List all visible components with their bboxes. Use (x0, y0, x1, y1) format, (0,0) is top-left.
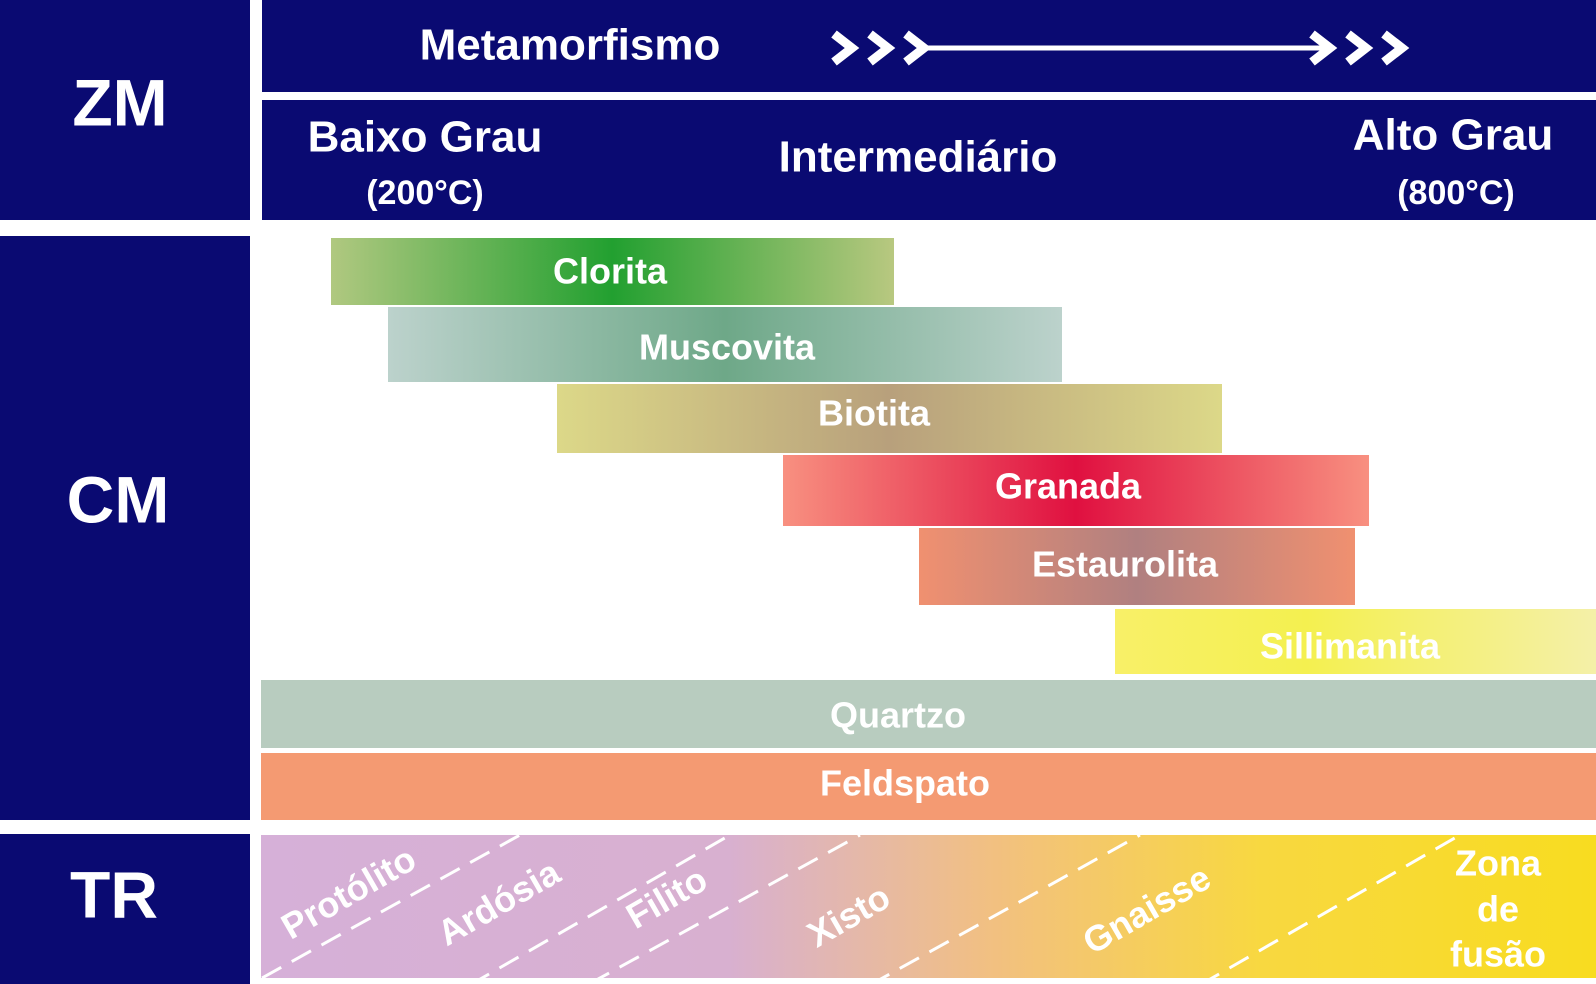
zm-label: ZM (72, 65, 167, 139)
tr-label: TR (70, 857, 158, 931)
divider (879, 835, 1141, 978)
mineral-bar (557, 384, 1222, 453)
mineral-label: Biotita (818, 393, 931, 434)
zm-panel (0, 0, 250, 220)
divider (261, 835, 521, 978)
divider (479, 835, 731, 978)
mineral-label: Granada (995, 466, 1142, 507)
mid-grade: Intermediário (779, 133, 1058, 182)
low-temp: (200°C) (366, 174, 484, 212)
rock-band (261, 835, 1596, 978)
mineral-label: Quartzo (830, 695, 966, 736)
mineral-label: Estaurolita (1032, 544, 1219, 585)
melt-label: fusão (1450, 934, 1546, 975)
mineral-bar (261, 680, 1596, 748)
mineral-label: Feldspato (820, 763, 990, 804)
mineral-label: Muscovita (639, 327, 816, 368)
cm-panel (0, 236, 250, 820)
cm-label: CM (67, 462, 170, 536)
low-grade: Baixo Grau (308, 113, 543, 162)
header-title: Metamorfismo (420, 21, 721, 70)
grade-bar (262, 100, 1596, 220)
melt-label: de (1477, 889, 1519, 930)
rock-dividers (261, 835, 1461, 978)
mineral-bar (331, 238, 894, 305)
arrow (831, 30, 1410, 66)
divider (596, 835, 861, 978)
mineral-label: Clorita (553, 251, 668, 292)
mineral-label: Sillimanita (1260, 626, 1441, 667)
mineral-bar (261, 753, 1596, 820)
melt-label: Zona (1455, 843, 1542, 884)
high-grade: Alto Grau (1353, 111, 1553, 160)
high-temp: (800°C) (1397, 174, 1515, 212)
mineral-bar (1115, 609, 1596, 674)
mineral-bar (783, 455, 1369, 526)
mineral-bar (388, 307, 1062, 382)
tr-panel (0, 834, 250, 984)
mineral-bar (919, 528, 1355, 605)
divider (1209, 835, 1461, 978)
